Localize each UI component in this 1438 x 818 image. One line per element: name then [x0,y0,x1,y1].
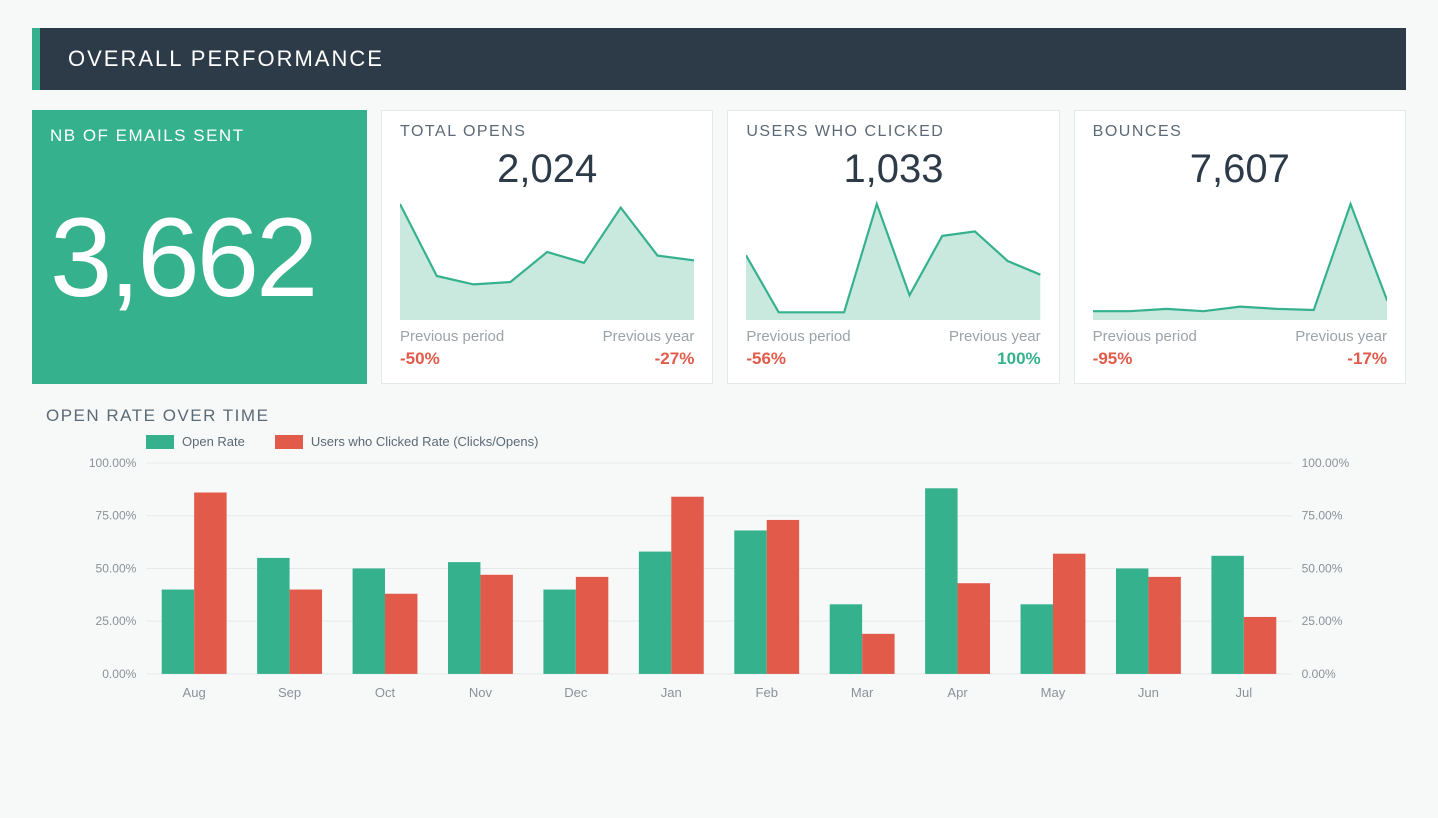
prev-period: Previous period -50% [400,328,504,369]
sparkline-chart [400,200,694,320]
bounces-card: BOUNCES 7,607 Previous period -95% Previ… [1074,110,1406,384]
users-clicked-card: USERS WHO CLICKED 1,033 Previous period … [727,110,1059,384]
legend-label: Open Rate [182,434,245,449]
svg-text:Dec: Dec [564,685,588,700]
svg-text:100.00%: 100.00% [1302,456,1350,470]
comparison-label: Previous period [400,328,504,345]
card-title: TOTAL OPENS [400,123,694,141]
bar-chart: 0.00% 0.00% 25.00% 25.00% 50.00% 50.00% 75.00%… [46,451,1392,711]
card-title: USERS WHO CLICKED [746,123,1040,141]
sparkline-chart [746,200,1040,320]
legend-item: Open Rate [146,434,245,449]
svg-text:Oct: Oct [375,685,396,700]
prev-year: Previous year -27% [603,328,695,369]
emails-sent-card: NB OF EMAILS SENT 3,662 [32,110,367,384]
comparison-label: Previous year [603,328,695,345]
comparison-label: Previous year [949,328,1041,345]
svg-text:100.00%: 100.00% [89,456,137,470]
open-rate-chart-section: OPEN RATE OVER TIME Open Rate Users who C… [32,406,1406,711]
comparison-value: -56% [746,349,786,369]
emails-sent-value: 3,662 [50,202,349,314]
comparison-value: 100% [997,349,1040,369]
header-title: OVERALL PERFORMANCE [40,28,1406,90]
prev-year: Previous year 100% [949,328,1041,369]
svg-text:0.00%: 0.00% [102,667,136,681]
card-title: NB OF EMAILS SENT [50,126,349,146]
svg-text:Jun: Jun [1138,685,1159,700]
total-opens-card: TOTAL OPENS 2,024 Previous period -50% P… [381,110,713,384]
comparison-value: -27% [655,349,695,369]
legend-swatch [275,435,303,449]
svg-text:Aug: Aug [183,685,206,700]
svg-text:Jul: Jul [1235,685,1252,700]
svg-text:Apr: Apr [947,685,968,700]
comparison-value: -17% [1347,349,1387,369]
svg-text:0.00%: 0.00% [1302,667,1336,681]
comparison-value: -95% [1093,349,1133,369]
comparison-value: -50% [400,349,440,369]
comparison-row: Previous period -56% Previous year 100% [746,328,1040,369]
svg-text:50.00%: 50.00% [1302,561,1343,575]
metric-value: 1,033 [746,147,1040,192]
legend-label: Users who Clicked Rate (Clicks/Opens) [311,434,539,449]
chart-legend: Open Rate Users who Clicked Rate (Clicks/… [146,434,1392,449]
chart-title: OPEN RATE OVER TIME [46,406,1392,426]
prev-year: Previous year -17% [1295,328,1387,369]
svg-text:25.00%: 25.00% [96,614,137,628]
legend-item: Users who Clicked Rate (Clicks/Opens) [275,434,539,449]
svg-text:50.00%: 50.00% [96,561,137,575]
sparkline-chart [1093,200,1387,320]
card-title: BOUNCES [1093,123,1387,141]
header-accent [32,28,40,90]
prev-period: Previous period -95% [1093,328,1197,369]
metric-cards-row: NB OF EMAILS SENT 3,662 TOTAL OPENS 2,02… [32,110,1406,384]
comparison-label: Previous year [1295,328,1387,345]
svg-text:May: May [1041,685,1066,700]
svg-text:25.00%: 25.00% [1302,614,1343,628]
prev-period: Previous period -56% [746,328,850,369]
svg-text:Jan: Jan [661,685,682,700]
metric-value: 7,607 [1093,147,1387,192]
comparison-label: Previous period [1093,328,1197,345]
comparison-label: Previous period [746,328,850,345]
comparison-row: Previous period -50% Previous year -27% [400,328,694,369]
svg-text:Feb: Feb [755,685,777,700]
metric-value: 2,024 [400,147,694,192]
svg-text:Nov: Nov [469,685,493,700]
svg-text:75.00%: 75.00% [1302,509,1343,523]
svg-text:Mar: Mar [851,685,874,700]
comparison-row: Previous period -95% Previous year -17% [1093,328,1387,369]
svg-text:75.00%: 75.00% [96,509,137,523]
legend-swatch [146,435,174,449]
header-bar: OVERALL PERFORMANCE [32,28,1406,90]
svg-text:Sep: Sep [278,685,301,700]
